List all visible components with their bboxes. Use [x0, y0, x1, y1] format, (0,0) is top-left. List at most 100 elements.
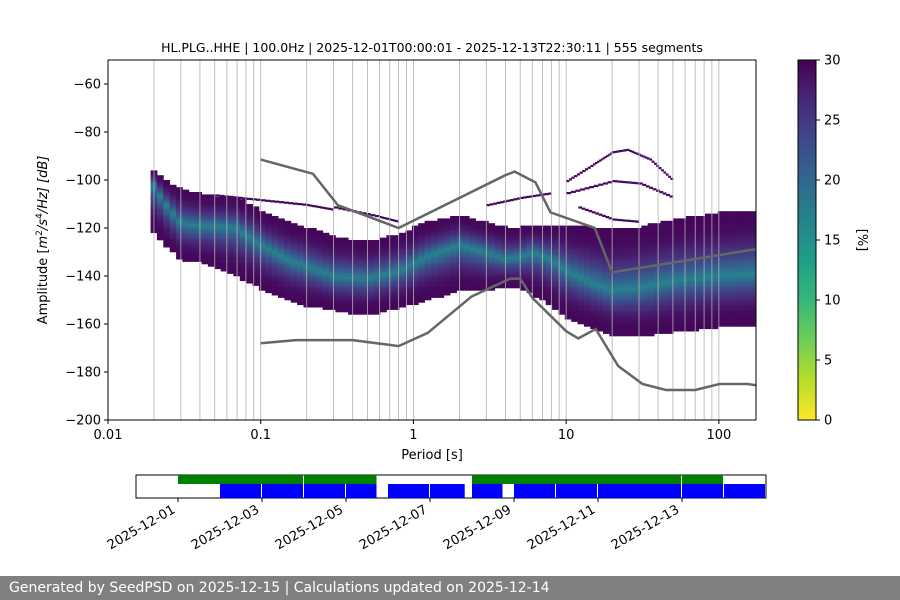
- heatmap-cell: [615, 316, 623, 320]
- heatmap-cell: [227, 230, 234, 234]
- heatmap-cell: [431, 237, 438, 241]
- heatmap-cell: [501, 254, 508, 258]
- heatmap-cell: [526, 256, 534, 260]
- heatmap-cell: [258, 244, 266, 248]
- heatmap-cell: [475, 242, 483, 246]
- heatmap-cell: [329, 271, 336, 274]
- heatmap-cell: [156, 192, 164, 195]
- heatmap-cell: [284, 259, 292, 262]
- heatmap-cell: [405, 292, 413, 296]
- heatmap-cell: [660, 220, 668, 224]
- heatmap-cell: [711, 228, 719, 231]
- heatmap-cell: [380, 247, 387, 250]
- heatmap-cell: [182, 192, 190, 195]
- heatmap-cell: [507, 283, 515, 286]
- heatmap-cell: [360, 256, 368, 260]
- heatmap-cell: [456, 247, 464, 250]
- heatmap-cell: [583, 280, 591, 284]
- heatmap-cell: [424, 240, 432, 243]
- heatmap-cell: [749, 218, 757, 222]
- heatmap-cell: [373, 252, 381, 255]
- heatmap-cell: [717, 264, 725, 267]
- heatmap-cell: [329, 237, 336, 241]
- heatmap-cell: [660, 225, 668, 229]
- heatmap-cell: [685, 273, 693, 277]
- heatmap-cell: [322, 283, 330, 286]
- sparse-arc-cell: [608, 217, 613, 220]
- heatmap-cell: [647, 297, 655, 301]
- heatmap-cell: [660, 288, 668, 291]
- heatmap-cell: [367, 292, 375, 296]
- sparse-arc-cell: [595, 162, 598, 165]
- heatmap-cell: [239, 249, 247, 253]
- heatmap-cell: [290, 228, 298, 231]
- heatmap-cell: [354, 309, 362, 313]
- heatmap-cell: [622, 321, 629, 325]
- heatmap-cell: [278, 237, 285, 241]
- heatmap-cell: [265, 218, 273, 222]
- heatmap-cell: [647, 271, 655, 274]
- heatmap-cell: [526, 285, 534, 289]
- heatmap-cell: [176, 216, 183, 219]
- heatmap-cell: [252, 283, 260, 286]
- heatmap-cell: [507, 266, 515, 270]
- heatmap-cell: [475, 283, 483, 286]
- heatmap-cell: [507, 230, 515, 234]
- heatmap-cell: [246, 271, 253, 274]
- heatmap-cell: [297, 276, 304, 279]
- heatmap-cell: [564, 228, 572, 231]
- heatmap-cell: [411, 240, 419, 243]
- heatmap-cell: [265, 266, 273, 270]
- heatmap-cell: [265, 268, 273, 272]
- heatmap-cell: [532, 249, 540, 253]
- heatmap-cell: [564, 242, 572, 246]
- heatmap-cell: [284, 254, 292, 258]
- heatmap-cell: [571, 254, 578, 258]
- heatmap-cell: [666, 271, 674, 274]
- heatmap-cell: [494, 228, 502, 231]
- heatmap-cell: [743, 247, 751, 250]
- heatmap-cell: [462, 247, 470, 250]
- heatmap-cell: [615, 290, 623, 294]
- heatmap-cell: [673, 288, 680, 291]
- heatmap-cell: [309, 249, 317, 253]
- heatmap-cell: [507, 273, 515, 277]
- heatmap-cell: [622, 242, 629, 246]
- heatmap-cell: [577, 304, 585, 308]
- heatmap-cell: [411, 295, 419, 298]
- heatmap-cell: [188, 196, 196, 200]
- heatmap-cell: [214, 218, 222, 222]
- heatmap-cell: [367, 244, 375, 248]
- heatmap-cell: [730, 316, 738, 320]
- heatmap-cell: [462, 228, 470, 231]
- heatmap-cell: [583, 266, 591, 270]
- heatmap-cell: [564, 240, 572, 243]
- heatmap-cell: [227, 249, 234, 253]
- heatmap-cell: [730, 288, 738, 291]
- heatmap-cell: [526, 264, 534, 267]
- heatmap-cell: [373, 300, 381, 303]
- heatmap-cell: [290, 254, 298, 258]
- heatmap-cell: [641, 283, 649, 286]
- heatmap-cell: [692, 283, 700, 286]
- heatmap-cell: [182, 216, 190, 219]
- heatmap-cell: [749, 290, 757, 294]
- heatmap-cell: [622, 319, 629, 322]
- heatmap-cell: [622, 247, 629, 250]
- colorbar-tick-label: 30: [824, 54, 841, 69]
- heatmap-cell: [609, 268, 617, 272]
- heatmap-cell: [220, 206, 228, 210]
- sparse-arc-cell: [659, 191, 664, 194]
- heatmap-cell: [290, 292, 298, 296]
- heatmap-cell: [494, 242, 502, 246]
- availability-bottom-segment: [430, 484, 465, 498]
- heatmap-cell: [195, 196, 202, 200]
- heatmap-cell: [316, 256, 324, 260]
- heatmap-cell: [239, 237, 247, 241]
- heatmap-cell: [475, 288, 483, 291]
- heatmap-cell: [207, 206, 215, 210]
- heatmap-cell: [271, 271, 279, 274]
- heatmap-cell: [418, 223, 425, 226]
- sparse-arc-cell: [605, 216, 610, 219]
- heatmap-cell: [660, 276, 668, 279]
